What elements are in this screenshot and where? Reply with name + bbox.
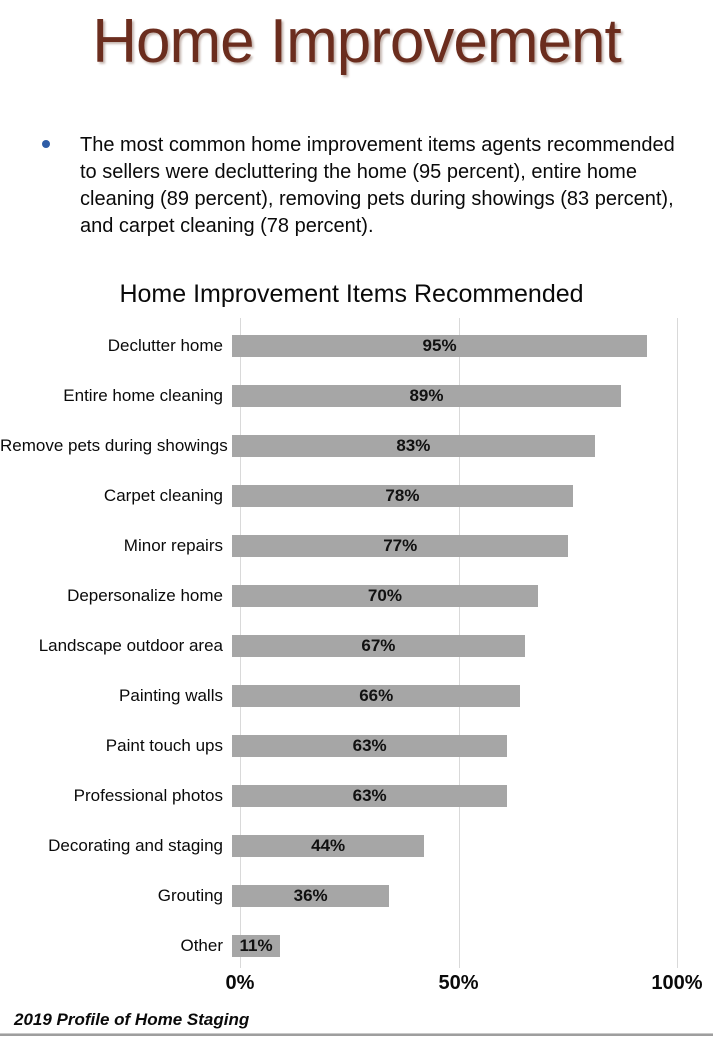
category-label: Minor repairs bbox=[123, 536, 223, 555]
category-label: Paint touch ups bbox=[105, 736, 223, 755]
chart-row: Landscape outdoor area 67% bbox=[0, 621, 713, 671]
bar-track: 70% bbox=[232, 585, 669, 607]
bar-value-label: 11% bbox=[239, 936, 273, 955]
chart-row: Remove pets during showings 83% bbox=[0, 421, 713, 471]
chart-row: Paint touch ups 63% bbox=[0, 721, 713, 771]
bar-track: 63% bbox=[232, 735, 669, 757]
bar-value-label: 36% bbox=[293, 886, 328, 905]
category-label: Professional photos bbox=[73, 786, 223, 805]
bar: 11% bbox=[232, 935, 281, 957]
bottom-divider bbox=[0, 1033, 713, 1036]
category-label: Depersonalize home bbox=[67, 586, 223, 605]
footer-source-text: 2019 Profile of Home Staging bbox=[14, 1010, 250, 1029]
bar-track: 95% bbox=[232, 335, 669, 357]
category-label: Declutter home bbox=[107, 336, 223, 355]
bar: 36% bbox=[232, 885, 390, 907]
bar-track: 11% bbox=[232, 935, 669, 957]
chart-row: Carpet cleaning 78% bbox=[0, 471, 713, 521]
bar-track: 83% bbox=[232, 435, 669, 457]
chart-row: Professional photos 63% bbox=[0, 771, 713, 821]
bar-track: 44% bbox=[232, 835, 669, 857]
x-tick-label: 0% bbox=[225, 972, 255, 994]
bar-track: 89% bbox=[232, 385, 669, 407]
category-label: Painting walls bbox=[119, 686, 223, 705]
category-label: Other bbox=[180, 936, 223, 955]
bar-chart: Declutter home 95% Entire home cleaning 89%… bbox=[0, 318, 713, 968]
bar-value-label: 44% bbox=[311, 836, 346, 855]
bar: 63% bbox=[232, 785, 508, 807]
bar: 78% bbox=[232, 485, 573, 507]
bar: 44% bbox=[232, 835, 425, 857]
bar-value-label: 77% bbox=[383, 536, 418, 555]
bullet-text: The most common home improvement items a… bbox=[80, 134, 675, 237]
bullet-icon bbox=[42, 140, 50, 148]
category-label: Grouting bbox=[157, 886, 223, 905]
bar-value-label: 95% bbox=[422, 336, 457, 355]
x-axis: 0% 50% 100% bbox=[226, 972, 703, 1002]
bar-value-label: 63% bbox=[352, 736, 387, 755]
bar-value-label: 66% bbox=[359, 686, 394, 705]
chart-row: Entire home cleaning 89% bbox=[0, 371, 713, 421]
x-tick-label: 50% bbox=[438, 972, 479, 994]
chart-row: Other 11% bbox=[0, 921, 713, 971]
bar-track: 67% bbox=[232, 635, 669, 657]
bar: 67% bbox=[232, 635, 525, 657]
bar-track: 78% bbox=[232, 485, 669, 507]
bar: 77% bbox=[232, 535, 569, 557]
chart-row: Declutter home 95% bbox=[0, 321, 713, 371]
category-label: Entire home cleaning bbox=[63, 386, 223, 405]
chart-row: Minor repairs 77% bbox=[0, 521, 713, 571]
bar-value-label: 67% bbox=[361, 636, 396, 655]
bar-track: 63% bbox=[232, 785, 669, 807]
bar-value-label: 70% bbox=[367, 586, 402, 605]
category-label: Carpet cleaning bbox=[103, 486, 223, 505]
bar: 70% bbox=[232, 585, 538, 607]
chart-title: Home Improvement Items Recommended bbox=[119, 280, 584, 308]
bar: 63% bbox=[232, 735, 508, 757]
page-title: Home Improvement bbox=[92, 7, 621, 76]
category-label: Decorating and staging bbox=[48, 836, 223, 855]
bullet-item: The most common home improvement items a… bbox=[42, 132, 680, 240]
bar-track: 66% bbox=[232, 685, 669, 707]
x-tick-label: 100% bbox=[651, 972, 703, 994]
category-label: Remove pets during showings bbox=[0, 436, 228, 455]
bar-value-label: 78% bbox=[385, 486, 420, 505]
category-label: Landscape outdoor area bbox=[38, 636, 223, 655]
chart-row: Decorating and staging 44% bbox=[0, 821, 713, 871]
chart-row: Grouting 36% bbox=[0, 871, 713, 921]
bar-track: 36% bbox=[232, 885, 669, 907]
bar-track: 77% bbox=[232, 535, 669, 557]
bar-value-label: 83% bbox=[396, 436, 431, 455]
bar: 83% bbox=[232, 435, 595, 457]
chart-rows: Declutter home 95% Entire home cleaning 89%… bbox=[0, 321, 713, 971]
bar: 89% bbox=[232, 385, 621, 407]
bar: 66% bbox=[232, 685, 521, 707]
bar: 95% bbox=[232, 335, 648, 357]
bar-value-label: 89% bbox=[409, 386, 444, 405]
chart-row: Painting walls 66% bbox=[0, 671, 713, 721]
chart-row: Depersonalize home 70% bbox=[0, 571, 713, 621]
bar-value-label: 63% bbox=[352, 786, 387, 805]
